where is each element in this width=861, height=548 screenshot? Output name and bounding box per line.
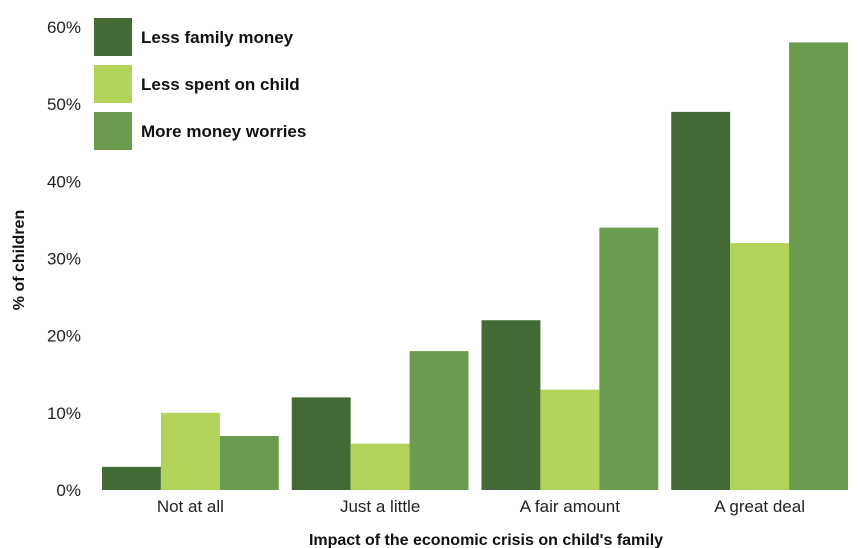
bar (599, 227, 659, 490)
x-category-label: A great deal (714, 497, 805, 516)
bar (409, 351, 469, 490)
y-tick-label: 20% (47, 327, 81, 346)
bar (219, 435, 279, 490)
y-axis-title: % of children (11, 210, 28, 310)
legend-swatch (94, 65, 132, 103)
legend: Less family money Less spent on child More… (94, 18, 306, 150)
y-tick-label: 10% (47, 404, 81, 423)
bar (291, 397, 351, 490)
bar (102, 466, 161, 490)
bar-groups (102, 42, 848, 490)
x-axis-title: Impact of the economic crisis on child's… (309, 532, 663, 548)
x-axis-categories: Not at all Just a little A fair amount A gr… (157, 497, 805, 516)
y-tick-label: 50% (47, 95, 81, 114)
legend-swatch (94, 112, 132, 150)
y-tick-label: 0% (56, 481, 81, 500)
bar (540, 389, 600, 490)
x-category-label: Not at all (157, 497, 224, 516)
bar (789, 42, 848, 490)
x-category-label: A fair amount (520, 497, 620, 516)
legend-swatch (94, 18, 132, 56)
legend-label: Less spent on child (141, 75, 300, 94)
bar (481, 320, 541, 490)
bar (160, 412, 220, 490)
legend-label: Less family money (141, 28, 294, 47)
y-tick-label: 40% (47, 172, 81, 191)
bar (350, 443, 410, 490)
y-tick-label: 60% (47, 18, 81, 37)
legend-label: More money worries (141, 122, 306, 141)
bar (730, 243, 790, 490)
x-category-label: Just a little (340, 497, 420, 516)
bar (671, 111, 731, 490)
y-axis-ticks: 0% 10% 20% 30% 40% 50% 60% (47, 18, 81, 500)
y-tick-label: 30% (47, 250, 81, 269)
